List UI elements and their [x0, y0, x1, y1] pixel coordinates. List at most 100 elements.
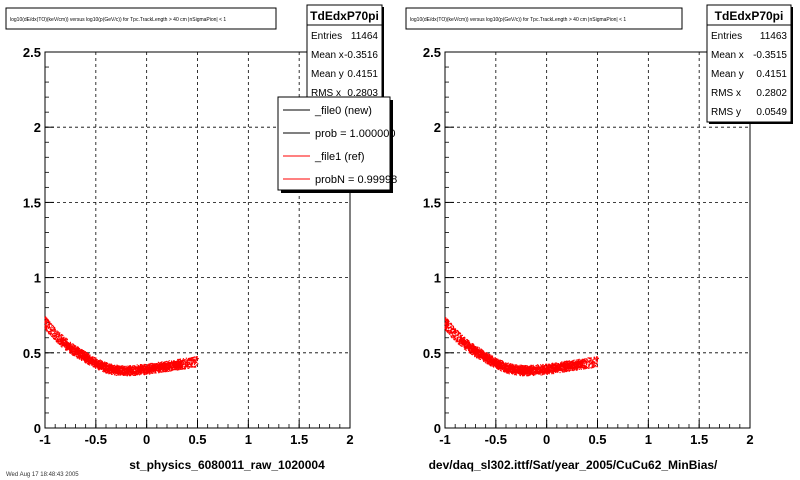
data-point [542, 372, 545, 374]
data-point [449, 329, 452, 332]
x-tick-label: -1 [439, 432, 451, 447]
data-point [546, 365, 549, 367]
data-point [55, 334, 57, 337]
data-point [143, 363, 145, 366]
data-point [136, 373, 138, 375]
data-point [90, 356, 92, 358]
data-point [131, 369, 133, 371]
data-point [183, 362, 185, 364]
data-point [104, 371, 107, 373]
data-point [459, 338, 461, 340]
data-point [67, 346, 69, 348]
data-point [134, 365, 136, 367]
data-point [116, 372, 118, 375]
data-point [132, 374, 135, 376]
data-point [193, 360, 195, 362]
data-point [158, 364, 160, 367]
data-point [73, 350, 75, 352]
data-point [159, 368, 161, 371]
data-point [89, 354, 91, 356]
data-point [161, 371, 163, 373]
data-point [445, 323, 448, 326]
data-point [564, 370, 566, 372]
data-point [93, 362, 95, 365]
data-point [507, 371, 509, 374]
data-point [506, 363, 508, 365]
data-point [152, 368, 154, 371]
data-point [131, 365, 133, 367]
data-point [488, 355, 491, 357]
data-point [125, 372, 128, 374]
data-point [143, 370, 145, 372]
data-point [122, 366, 124, 369]
data-point [111, 366, 113, 368]
data-point [99, 362, 102, 365]
data-point [82, 350, 85, 352]
data-point [67, 343, 69, 345]
data-point [518, 365, 520, 367]
data-point [111, 373, 113, 375]
data-point [72, 352, 74, 354]
data-point [481, 349, 483, 351]
data-point [63, 343, 65, 345]
data-point [190, 362, 193, 364]
data-point [151, 362, 153, 365]
data-point [165, 365, 167, 367]
data-point [102, 368, 105, 370]
data-point [140, 368, 142, 370]
data-point [137, 366, 139, 369]
data-point [444, 323, 446, 325]
data-point [186, 362, 188, 364]
data-point [500, 360, 502, 362]
data-point [173, 362, 175, 364]
data-point [130, 370, 132, 372]
data-point [147, 373, 149, 375]
data-point [159, 363, 162, 365]
data-point [105, 362, 107, 364]
data-point [497, 358, 499, 360]
data-point [102, 370, 104, 372]
data-point [112, 371, 114, 373]
data-point [79, 351, 81, 353]
data-point [184, 359, 186, 361]
data-point [585, 361, 587, 363]
data-point [179, 363, 182, 366]
legend-box [277, 96, 391, 191]
data-point [93, 360, 95, 362]
data-point [44, 325, 46, 327]
data-point [576, 368, 579, 370]
data-point [469, 350, 471, 352]
data-point [120, 370, 123, 372]
data-point [519, 374, 522, 377]
data-point [183, 366, 186, 368]
data-point [96, 359, 98, 361]
data-point [93, 358, 95, 360]
data-point [136, 364, 138, 366]
data-point [542, 373, 544, 375]
data-point [103, 362, 106, 365]
data-point [164, 362, 166, 364]
data-point [70, 350, 72, 353]
data-point [46, 320, 48, 322]
data-point [67, 349, 69, 351]
data-point [136, 366, 138, 369]
data-point [159, 365, 162, 368]
data-point [531, 366, 533, 368]
data-point [146, 364, 148, 366]
data-point [190, 358, 192, 360]
data-point [90, 357, 92, 359]
data-point [582, 362, 584, 364]
data-point [194, 360, 197, 362]
data-point [458, 331, 460, 333]
data-point [111, 364, 113, 366]
data-point [190, 366, 192, 368]
data-point [530, 365, 532, 367]
data-point [78, 348, 80, 350]
data-point [80, 349, 83, 352]
data-point [70, 352, 72, 354]
data-point [474, 354, 476, 357]
data-point [133, 367, 136, 369]
data-point [49, 321, 51, 323]
data-point [468, 349, 470, 351]
data-point [540, 374, 542, 376]
